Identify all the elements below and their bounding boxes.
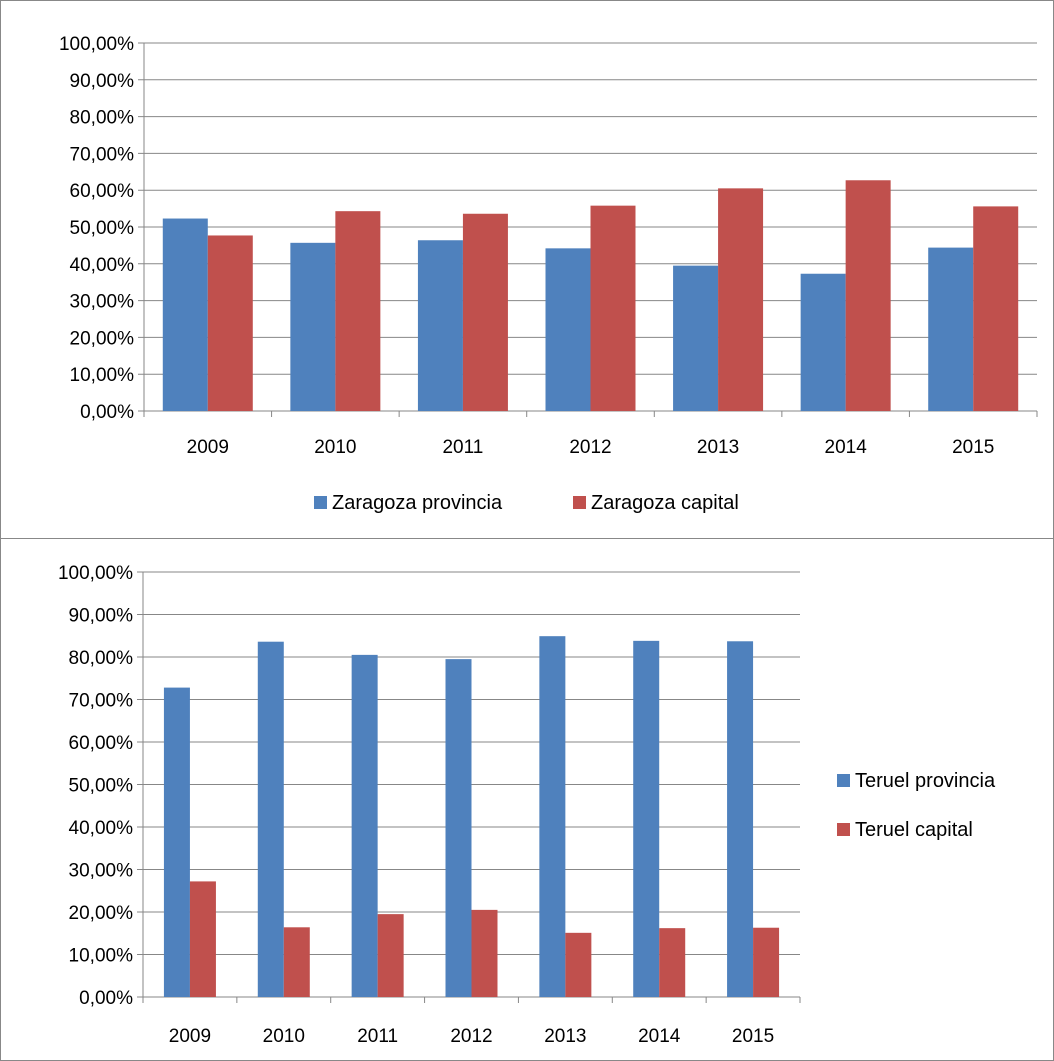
x-tick-label: 2010 — [314, 437, 356, 458]
x-tick-label: 2011 — [357, 1026, 398, 1047]
y-tick-label: 90,00% — [69, 606, 134, 627]
y-tick-label: 50,00% — [69, 776, 134, 797]
bar-zaragoza-provincia-2011 — [417, 240, 463, 411]
x-tick-label: 2014 — [825, 437, 868, 458]
bar-zaragoza-capital-2010 — [335, 211, 381, 411]
bar-zaragoza-provincia-2014 — [800, 273, 846, 411]
x-tick-label: 2009 — [187, 437, 229, 458]
legend-swatch-teruel-capital — [837, 823, 850, 836]
bar-zaragoza-capital-2014 — [845, 180, 891, 411]
x-tick-label: 2013 — [697, 437, 739, 458]
x-tick-label: 2015 — [952, 437, 994, 458]
legend-swatch-zaragoza-provincia — [314, 496, 327, 509]
legend-swatch-zaragoza-capital — [573, 496, 586, 509]
y-tick-label: 40,00% — [70, 255, 135, 276]
y-tick-label: 80,00% — [70, 108, 135, 129]
bar-teruel-capital-2012 — [471, 909, 498, 997]
y-tick-label: 10,00% — [69, 946, 134, 967]
y-tick-label: 70,00% — [70, 144, 135, 165]
bar-teruel-capital-2015 — [753, 927, 780, 997]
bar-zaragoza-provincia-2009 — [162, 218, 208, 411]
bar-zaragoza-provincia-2012 — [545, 248, 591, 411]
x-tick-label: 2010 — [263, 1026, 305, 1047]
bar-zaragoza-provincia-2010 — [290, 242, 336, 411]
bar-teruel-provincia-2009 — [163, 687, 190, 997]
y-tick-label: 100,00% — [58, 563, 133, 584]
x-tick-label: 2014 — [638, 1026, 681, 1047]
bar-zaragoza-capital-2013 — [718, 188, 764, 411]
x-tick-label: 2013 — [544, 1026, 586, 1047]
y-tick-label: 70,00% — [69, 691, 134, 712]
zaragoza-chart: 0,00% 10,00% 20,00% 30,00% 40,00% 50,00% 60,00… — [59, 34, 1038, 514]
teruel-chart-panel: 0,00% 10,00% 20,00% 30,00% 40,00% 50,00% 60,00… — [0, 538, 1054, 1061]
bar-zaragoza-capital-2011 — [462, 213, 508, 411]
bar-teruel-provincia-2014 — [633, 640, 660, 997]
y-tick-label: 50,00% — [70, 218, 135, 239]
bar-zaragoza-capital-2009 — [207, 235, 253, 411]
bar-teruel-provincia-2010 — [257, 641, 284, 997]
legend-label-zaragoza-provincia: Zaragoza provincia — [332, 492, 503, 514]
legend-label-teruel-capital: Teruel capital — [855, 819, 973, 841]
y-tick-label: 30,00% — [70, 292, 135, 313]
x-tick-label: 2012 — [569, 437, 611, 458]
bar-teruel-provincia-2015 — [727, 641, 754, 997]
x-tick-label: 2011 — [442, 437, 483, 458]
y-tick-label: 90,00% — [70, 71, 135, 92]
zaragoza-chart-panel: 0,00% 10,00% 20,00% 30,00% 40,00% 50,00% 60,00… — [0, 0, 1054, 539]
y-tick-label: 30,00% — [69, 861, 134, 882]
bar-zaragoza-capital-2015 — [973, 206, 1019, 411]
legend-label-teruel-provincia: Teruel provincia — [855, 770, 996, 792]
bar-teruel-capital-2010 — [283, 927, 310, 997]
y-tick-label: 80,00% — [69, 648, 134, 669]
legend-label-zaragoza-capital: Zaragoza capital — [591, 492, 739, 514]
bar-zaragoza-capital-2012 — [590, 205, 636, 411]
y-tick-label: 20,00% — [70, 328, 135, 349]
y-tick-label: 20,00% — [69, 903, 134, 924]
y-tick-label: 10,00% — [70, 365, 135, 386]
bar-teruel-capital-2011 — [377, 914, 404, 997]
bar-teruel-capital-2014 — [659, 928, 686, 997]
y-tick-label: 60,00% — [69, 733, 134, 754]
y-tick-label: 60,00% — [70, 181, 135, 202]
bar-teruel-capital-2009 — [189, 881, 216, 997]
legend-swatch-teruel-provincia — [837, 774, 850, 787]
bar-teruel-capital-2013 — [565, 932, 592, 997]
x-tick-label: 2012 — [450, 1026, 492, 1047]
y-tick-label: 0,00% — [79, 988, 133, 1009]
bar-zaragoza-provincia-2015 — [928, 247, 974, 411]
x-tick-label: 2015 — [732, 1026, 774, 1047]
y-tick-label: 100,00% — [59, 34, 134, 55]
y-tick-label: 40,00% — [69, 818, 134, 839]
teruel-chart: 0,00% 10,00% 20,00% 30,00% 40,00% 50,00% 60,00… — [58, 563, 996, 1047]
x-tick-label: 2009 — [169, 1026, 211, 1047]
bar-teruel-provincia-2011 — [351, 654, 378, 997]
y-tick-label: 0,00% — [80, 402, 134, 423]
bar-zaragoza-provincia-2013 — [673, 265, 719, 411]
bar-teruel-provincia-2012 — [445, 659, 472, 997]
bar-teruel-provincia-2013 — [539, 636, 566, 997]
